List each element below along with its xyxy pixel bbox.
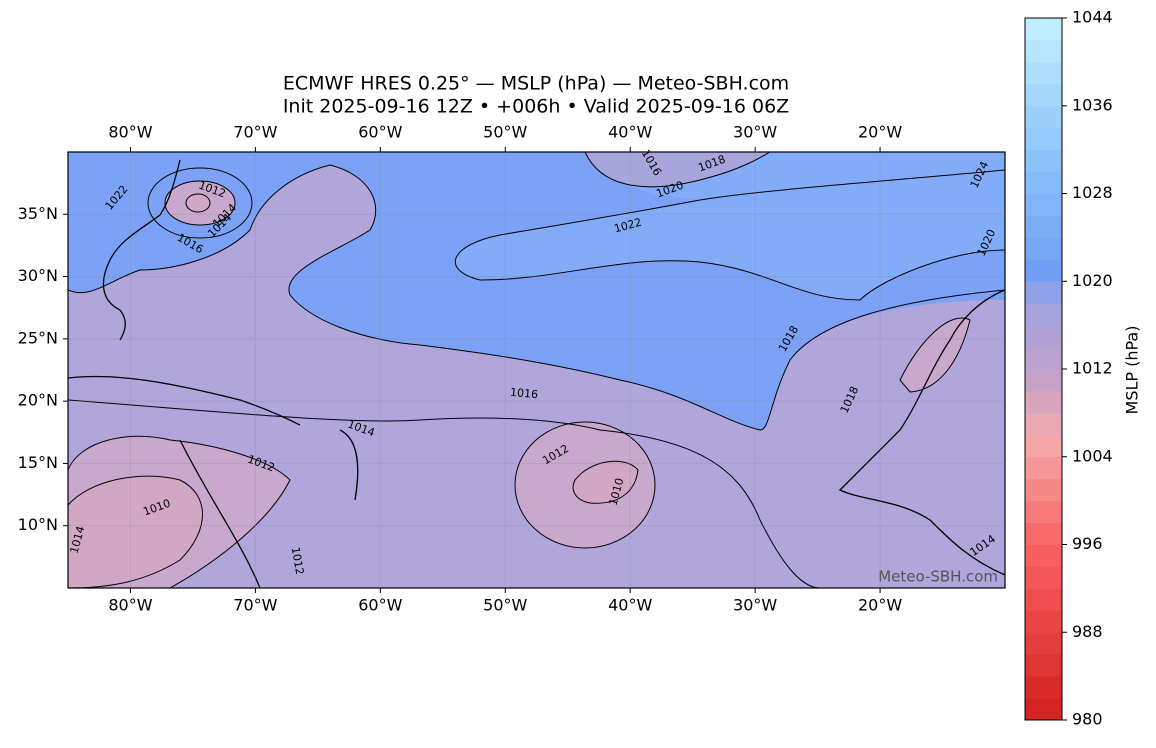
colorbar: 980 988 996 1004 1012 1020 1028 1036 1044 <box>1024 8 1113 729</box>
colorbar-band <box>1025 105 1062 129</box>
colorbar-band <box>1025 281 1062 304</box>
colorbar-tick-label: 996 <box>1072 534 1103 553</box>
colorbar-tick-label: 1044 <box>1072 8 1113 27</box>
lon-label: 70°W <box>233 123 277 142</box>
title-line: Init 2025-09-16 12Z • +006h • Valid 2025… <box>283 96 789 118</box>
lon-label: 50°W <box>483 596 527 615</box>
colorbar-band <box>1025 478 1062 502</box>
colorbar-band <box>1025 434 1062 458</box>
colorbar-tick-label: 1012 <box>1072 359 1113 378</box>
colorbar-band <box>1025 522 1062 545</box>
colorbar-band <box>1025 500 1062 524</box>
lon-label: 80°W <box>108 123 152 142</box>
colorbar-tick-label: 988 <box>1072 622 1103 641</box>
lat-label: 20°N <box>18 391 58 410</box>
colorbar-band <box>1025 390 1062 414</box>
colorbar-band <box>1025 588 1062 611</box>
lat-label: 30°N <box>18 266 58 285</box>
lon-label: 20°W <box>858 596 902 615</box>
colorbar-band <box>1025 698 1062 721</box>
colorbar-band <box>1025 193 1062 216</box>
colorbar-tick-label: 980 <box>1072 710 1103 729</box>
colorbar-band <box>1025 544 1062 567</box>
contour-label: 1016 <box>510 386 539 401</box>
colorbar-band <box>1025 259 1062 282</box>
map-field <box>68 152 1005 588</box>
colorbar-band <box>1025 632 1062 655</box>
colorbar-label: MSLP (hPa) <box>1123 326 1142 415</box>
colorbar-band <box>1025 347 1062 370</box>
colorbar-band <box>1025 127 1062 151</box>
colorbar-band <box>1025 566 1062 589</box>
colorbar-tick-label: 1020 <box>1072 271 1113 290</box>
lon-label: 70°W <box>233 596 277 615</box>
lon-label: 40°W <box>608 123 652 142</box>
lon-label: 80°W <box>108 596 152 615</box>
lat-label: 25°N <box>18 328 58 347</box>
lon-label: 20°W <box>858 123 902 142</box>
colorbar-band <box>1025 456 1062 480</box>
lon-label: 60°W <box>358 596 402 615</box>
colorbar-band <box>1025 18 1062 41</box>
colorbar-band <box>1025 412 1062 436</box>
colorbar-band <box>1025 237 1062 260</box>
colorbar-band <box>1025 83 1062 107</box>
colorbar-band <box>1025 149 1062 173</box>
colorbar-band <box>1025 215 1062 238</box>
lon-label: 30°W <box>733 596 777 615</box>
lat-label: 35°N <box>18 204 58 223</box>
colorbar-band <box>1025 39 1062 63</box>
lon-label: 60°W <box>358 123 402 142</box>
colorbar-band <box>1025 171 1062 194</box>
contour-label: 1012 <box>289 546 307 576</box>
colorbar-band <box>1025 303 1062 326</box>
lon-label: 40°W <box>608 596 652 615</box>
colorbar-band <box>1025 369 1062 392</box>
colorbar-band <box>1025 61 1062 85</box>
watermark: Meteo-SBH.com <box>878 568 998 586</box>
colorbar-tick-label: 1004 <box>1072 446 1113 465</box>
colorbar-tick-label: 1036 <box>1072 95 1113 114</box>
lon-label: 50°W <box>483 123 527 142</box>
lon-label: 30°W <box>733 123 777 142</box>
colorbar-band <box>1025 654 1062 677</box>
colorbar-band <box>1025 610 1062 633</box>
lat-label: 15°N <box>18 453 58 472</box>
title-line: ECMWF HRES 0.25° — MSLP (hPa) — Meteo-SB… <box>283 73 789 95</box>
colorbar-band <box>1025 676 1062 699</box>
colorbar-band <box>1025 325 1062 348</box>
colorbar-tick-label: 1028 <box>1072 183 1113 202</box>
map-frame <box>67 151 1006 589</box>
lat-label: 10°N <box>18 515 58 534</box>
